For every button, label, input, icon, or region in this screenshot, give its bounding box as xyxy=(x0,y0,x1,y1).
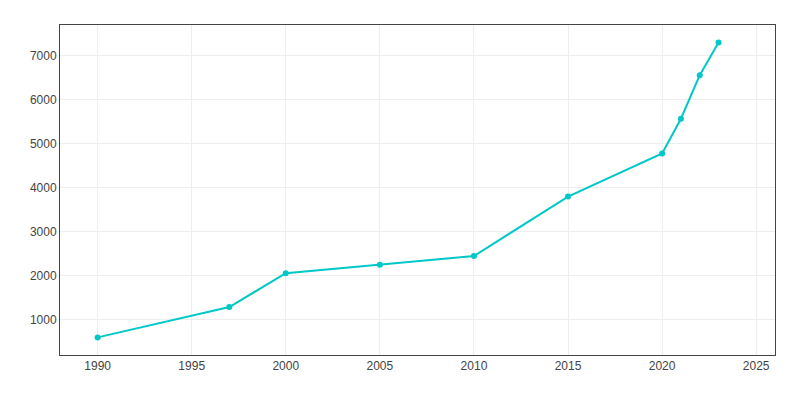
svg-text:1995: 1995 xyxy=(178,359,205,373)
svg-text:6000: 6000 xyxy=(30,93,57,107)
svg-text:2010: 2010 xyxy=(461,359,488,373)
svg-text:2025: 2025 xyxy=(743,359,770,373)
svg-text:7000: 7000 xyxy=(30,49,57,63)
svg-text:1990: 1990 xyxy=(84,359,111,373)
svg-text:4000: 4000 xyxy=(30,181,57,195)
svg-text:2000: 2000 xyxy=(30,269,57,283)
svg-text:2000: 2000 xyxy=(272,359,299,373)
svg-text:1000: 1000 xyxy=(30,313,57,327)
svg-text:2015: 2015 xyxy=(555,359,582,373)
svg-text:5000: 5000 xyxy=(30,137,57,151)
svg-text:2005: 2005 xyxy=(367,359,394,373)
svg-text:2020: 2020 xyxy=(649,359,676,373)
svg-text:3000: 3000 xyxy=(30,225,57,239)
